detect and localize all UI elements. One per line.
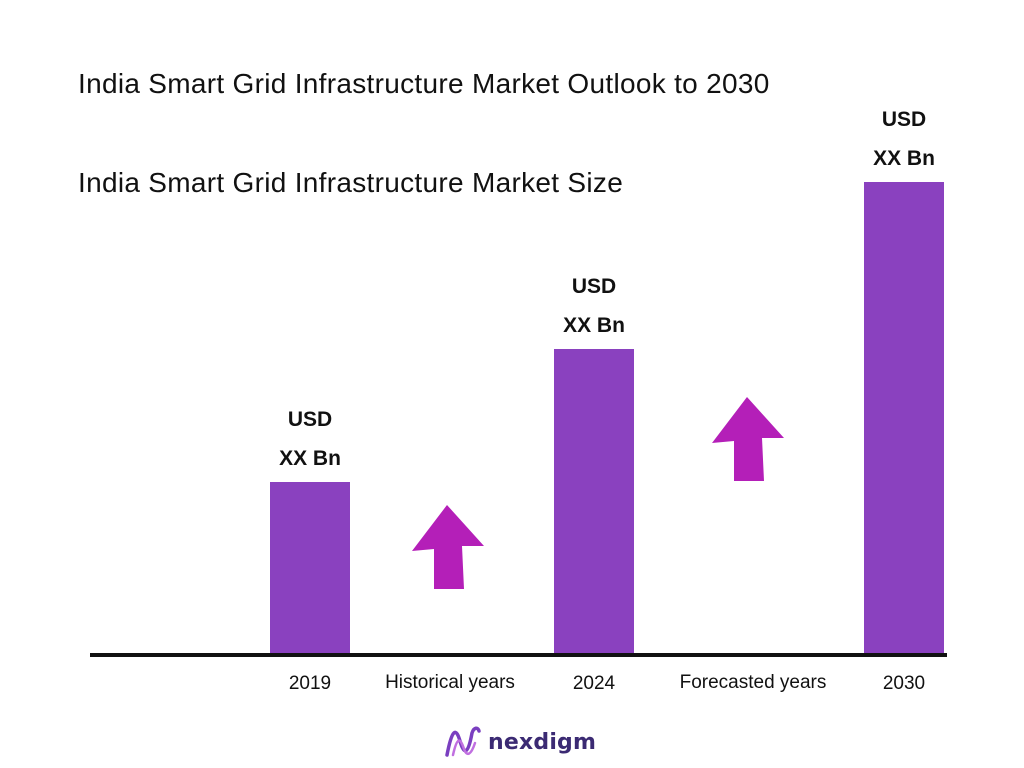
x-tick-label: 2030 <box>882 673 926 694</box>
bar-value-unit: USD <box>571 275 617 298</box>
x-axis-line <box>90 653 947 657</box>
x-tick-label: 2024 <box>572 673 616 694</box>
bar-2030 <box>864 182 944 654</box>
chart-title: India Smart Grid Infrastructure Market O… <box>78 68 770 99</box>
bar-value-amount: XX Bn <box>563 314 625 337</box>
bar-value-label: USD XX Bn <box>240 400 380 478</box>
period-label: Historical years <box>385 672 515 693</box>
period-label: Forecasted years <box>679 672 827 693</box>
growth-arrow-icon <box>712 397 784 481</box>
brand-logo: nexdigm <box>444 724 596 760</box>
brand-name: nexdigm <box>488 729 597 755</box>
bar-value-amount: XX Bn <box>279 447 341 470</box>
bar-value-unit: USD <box>881 108 927 131</box>
bar-value-label: USD XX Bn <box>524 267 664 345</box>
bar-2019 <box>270 482 350 654</box>
growth-arrow-icon <box>412 505 484 589</box>
nexdigm-logo-icon <box>445 726 481 757</box>
bar-value-unit: USD <box>287 408 333 431</box>
x-tick-label: 2019 <box>288 673 332 694</box>
bar-value-amount: XX Bn <box>873 147 935 170</box>
chart-subtitle: India Smart Grid Infrastructure Market S… <box>78 167 624 198</box>
bar-value-label: USD XX Bn <box>834 100 974 178</box>
bar-2024 <box>554 349 634 654</box>
